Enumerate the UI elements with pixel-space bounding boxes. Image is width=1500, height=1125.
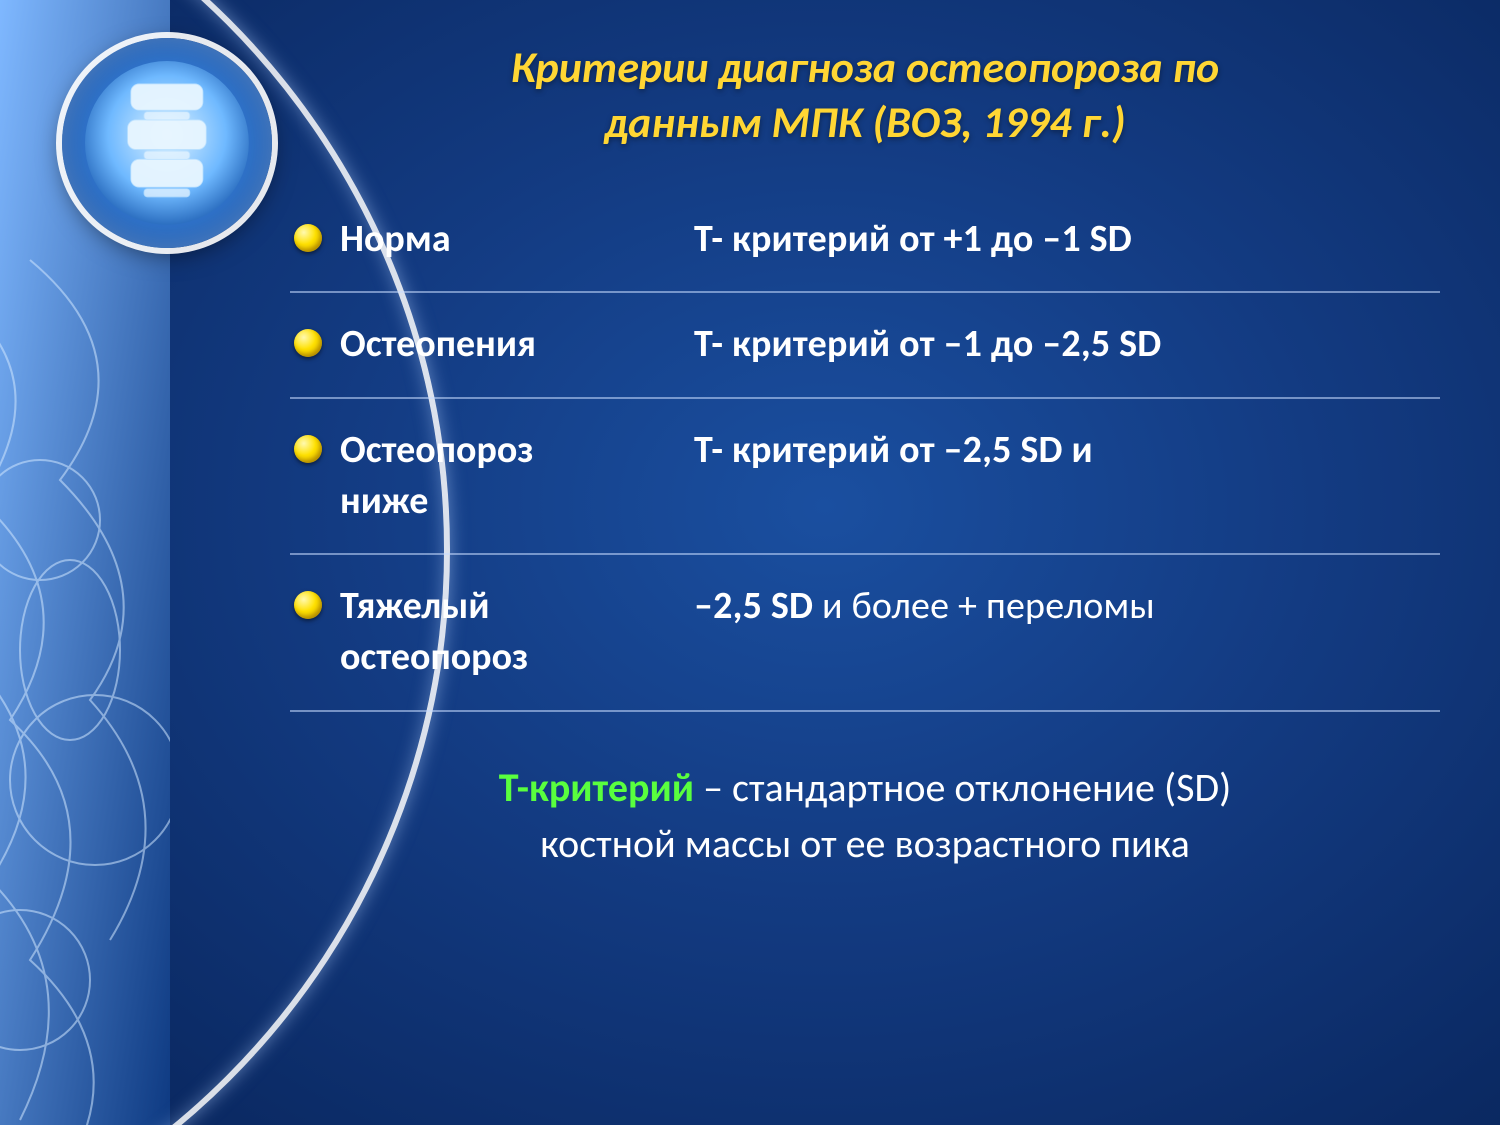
desc-bold: –2,5 SD <box>694 583 813 629</box>
bullet-icon <box>294 591 322 619</box>
desc-cell: Т- критерий от +1 до –1 SD <box>694 214 1436 265</box>
term-cell: Тяжелый остеопороз <box>294 581 654 684</box>
term-sublabel: остеопороз <box>340 632 528 683</box>
desc-bold: Т- критерий от +1 до –1 SD <box>694 216 1132 262</box>
term-label: Норма <box>340 214 451 265</box>
term-label: Остеопороз <box>340 425 534 476</box>
medallion-image <box>62 38 272 248</box>
footer-key: Т-критерий <box>499 763 694 812</box>
term-label: Тяжелый <box>340 581 528 632</box>
term-cell: Норма <box>294 214 654 265</box>
desc-bold: Т- критерий от –2,5 SD и <box>694 427 1093 473</box>
content-area: Критерии диагноза остеопороза по данным … <box>290 40 1440 1085</box>
term-cell: Остеопороз ниже <box>294 425 654 528</box>
criteria-row: Остеопения Т- критерий от –1 до –2,5 SD <box>290 293 1440 398</box>
footer-rest-2: костной массы от ее возрастного пика <box>540 819 1190 868</box>
criteria-row: Остеопороз ниже Т- критерий от –2,5 SD и <box>290 399 1440 556</box>
term-cell: Остеопения <box>294 319 654 370</box>
slide-title: Критерии диагноза остеопороза по данным … <box>290 40 1440 150</box>
desc-cell: Т- критерий от –1 до –2,5 SD <box>694 319 1436 370</box>
term-label: Остеопения <box>340 319 536 370</box>
term-sublabel: ниже <box>340 476 534 527</box>
slide: Критерии диагноза остеопороза по данным … <box>0 0 1500 1125</box>
desc-bold: Т- критерий от –1 до –2,5 SD <box>694 321 1161 367</box>
bullet-icon <box>294 435 322 463</box>
footer-rest-1: – стандартное отклонение (SD) <box>694 763 1231 812</box>
desc-post: и более + переломы <box>813 583 1155 629</box>
title-line-1: Критерии диагноза остеопороза по <box>511 40 1220 94</box>
title-line-2: данным МПК (ВОЗ, 1994 г.) <box>604 95 1125 149</box>
bullet-icon <box>294 224 322 252</box>
desc-cell: Т- критерий от –2,5 SD и <box>694 425 1436 476</box>
criteria-row: Норма Т- критерий от +1 до –1 SD <box>290 188 1440 293</box>
bullet-icon <box>294 329 322 357</box>
desc-cell: –2,5 SD и более + переломы <box>694 581 1436 632</box>
criteria-row: Тяжелый остеопороз –2,5 SD и более + пер… <box>290 555 1440 712</box>
footer-definition: Т-критерий – стандартное отклонение (SD)… <box>290 760 1440 872</box>
